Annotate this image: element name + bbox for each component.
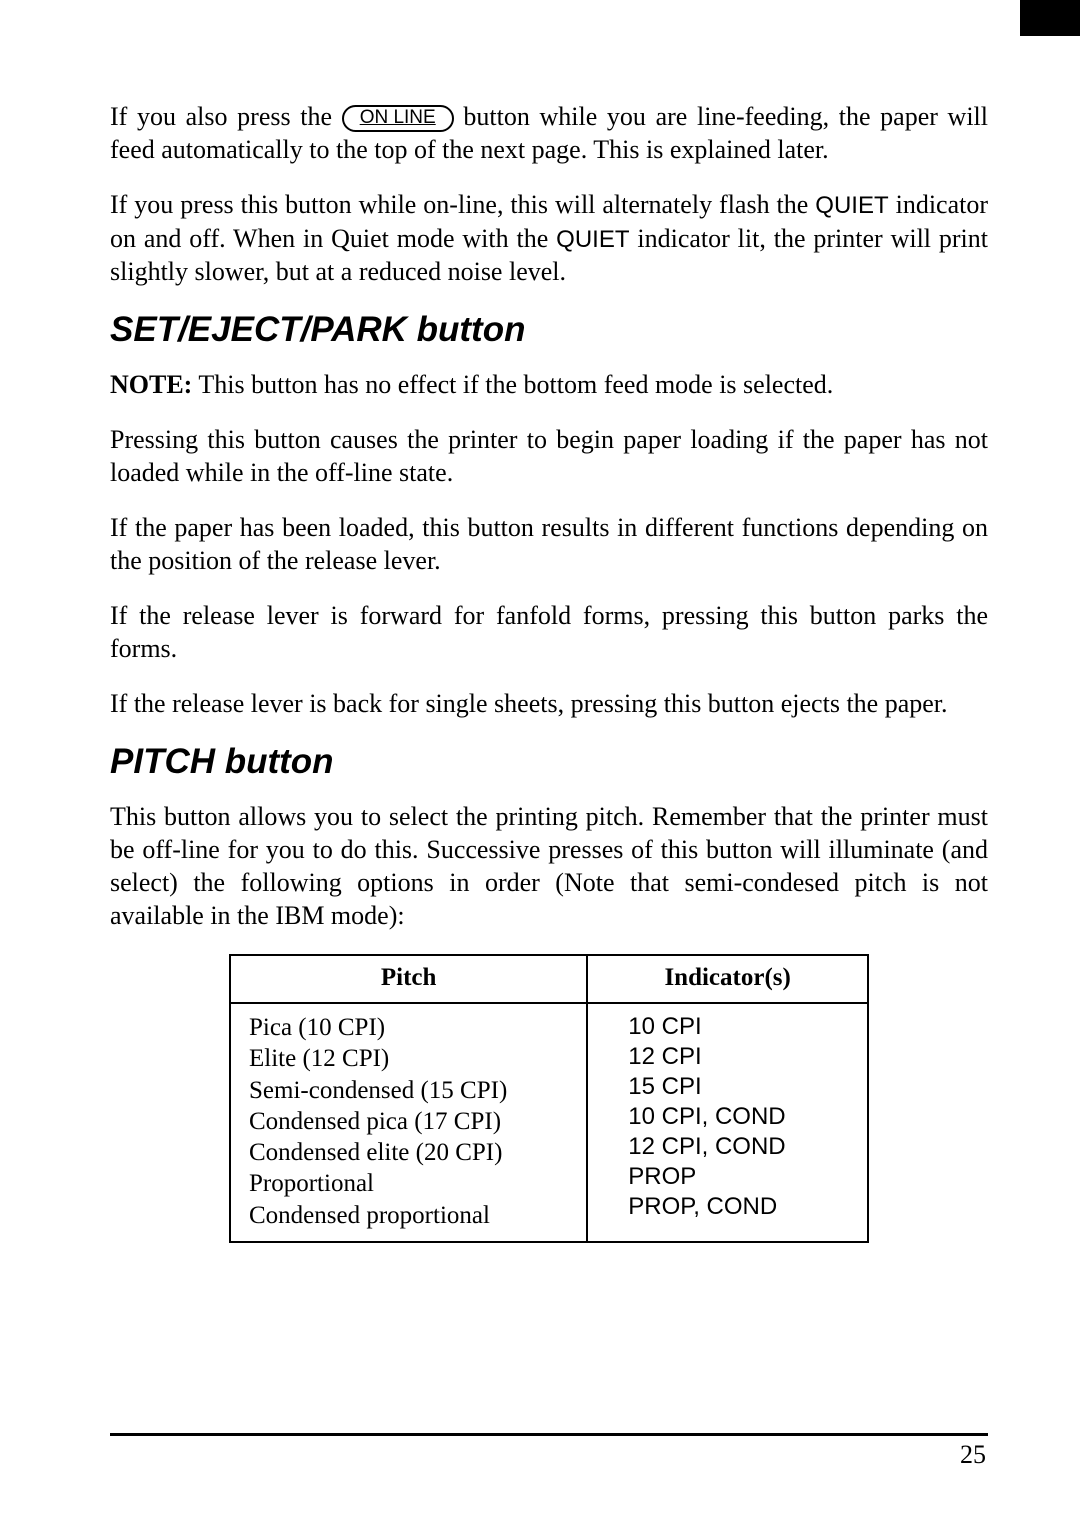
note-text: This button has no effect if the bottom … bbox=[192, 370, 833, 399]
pitch-val: Semi-condensed (15 CPI) bbox=[249, 1075, 568, 1106]
pitch-val: Elite (12 CPI) bbox=[249, 1043, 568, 1074]
cell-pitch: Pica (10 CPI) Elite (12 CPI) Semi-conden… bbox=[230, 1003, 587, 1242]
section-heading-set-eject-park: SET/EJECT/PARK button bbox=[110, 310, 988, 350]
indicator-val: PROP, COND bbox=[628, 1192, 849, 1222]
paragraph-quiet: If you press this button while on-line, … bbox=[110, 188, 988, 288]
table-header-row: Pitch Indicator(s) bbox=[230, 955, 868, 1003]
note-paragraph: NOTE: This button has no effect if the b… bbox=[110, 368, 988, 401]
paragraph: If the paper has been loaded, this butto… bbox=[110, 511, 988, 577]
table-row: Pica (10 CPI) Elite (12 CPI) Semi-conden… bbox=[230, 1003, 868, 1242]
pitch-val: Pica (10 CPI) bbox=[249, 1012, 568, 1043]
paragraph: If the release lever is forward for fanf… bbox=[110, 599, 988, 665]
paragraph: If the release lever is back for single … bbox=[110, 687, 988, 720]
indicator-val: 10 CPI bbox=[628, 1012, 849, 1042]
pitch-val: Condensed pica (17 CPI) bbox=[249, 1106, 568, 1137]
page-number: 25 bbox=[110, 1440, 988, 1470]
note-label: NOTE: bbox=[110, 370, 192, 399]
pitch-val: Condensed elite (20 CPI) bbox=[249, 1137, 568, 1168]
indicator-val: 15 CPI bbox=[628, 1072, 849, 1102]
pitch-val: Proportional bbox=[249, 1168, 568, 1199]
indicator-val: PROP bbox=[628, 1162, 849, 1192]
document-page: If you also press the ON LINE button whi… bbox=[0, 0, 1080, 1532]
indicator-val: 12 CPI bbox=[628, 1042, 849, 1072]
cell-indicator: 10 CPI 12 CPI 15 CPI 10 CPI, COND 12 CPI… bbox=[587, 1003, 868, 1242]
paragraph-online: If you also press the ON LINE button whi… bbox=[110, 100, 988, 166]
paragraph: Pressing this button causes the printer … bbox=[110, 423, 988, 489]
indicator-val: 10 CPI, COND bbox=[628, 1102, 849, 1132]
col-header-pitch: Pitch bbox=[230, 955, 587, 1003]
pitch-val: Condensed proportional bbox=[249, 1200, 568, 1231]
quiet-label: QUIET bbox=[815, 192, 888, 219]
quiet-label: QUIET bbox=[556, 226, 629, 253]
pitch-table: Pitch Indicator(s) Pica (10 CPI) Elite (… bbox=[229, 954, 869, 1243]
col-header-indicator: Indicator(s) bbox=[587, 955, 868, 1003]
online-button-graphic: ON LINE bbox=[342, 105, 454, 132]
indicator-val: 12 CPI, COND bbox=[628, 1132, 849, 1162]
corner-mark bbox=[1020, 0, 1080, 36]
section-heading-pitch: PITCH button bbox=[110, 742, 988, 782]
paragraph: This button allows you to select the pri… bbox=[110, 800, 988, 932]
text: If you also press the bbox=[110, 102, 342, 131]
footer-rule bbox=[110, 1433, 988, 1436]
text: If you press this button while on-line, … bbox=[110, 190, 815, 219]
